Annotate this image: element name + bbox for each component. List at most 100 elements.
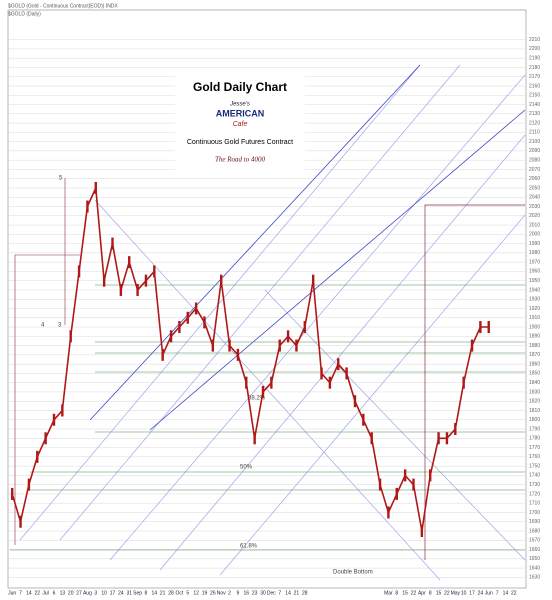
candle bbox=[395, 487, 398, 500]
x-tick-label: 26 bbox=[210, 590, 216, 596]
candle bbox=[253, 432, 256, 445]
candle bbox=[44, 432, 47, 445]
y-tick-label: 2190 bbox=[529, 56, 540, 62]
candle bbox=[27, 478, 31, 491]
y-tick-label: 1760 bbox=[529, 454, 540, 460]
x-tick-label: Apr bbox=[418, 590, 426, 596]
y-tick-label: 1930 bbox=[529, 297, 540, 303]
y-tick-label: 2100 bbox=[529, 139, 540, 145]
y-tick-label: 2030 bbox=[529, 204, 540, 210]
y-tick-label: 2200 bbox=[529, 46, 540, 52]
y-tick-label: 1830 bbox=[529, 389, 540, 395]
y-tick-label: 2000 bbox=[529, 232, 540, 238]
candle bbox=[161, 348, 164, 361]
candle bbox=[77, 265, 81, 278]
x-tick-label: Aug bbox=[83, 590, 92, 596]
annotation: Double Bottom bbox=[333, 570, 373, 576]
candle bbox=[378, 478, 382, 491]
x-tick-label: 14 bbox=[285, 590, 291, 596]
x-tick-label: Mar bbox=[384, 590, 393, 596]
x-tick-label: 10 bbox=[101, 590, 107, 596]
x-tick-label: 22 bbox=[444, 590, 450, 596]
y-tick-label: 1670 bbox=[529, 538, 540, 544]
candle bbox=[136, 283, 139, 296]
candle bbox=[194, 302, 198, 315]
x-tick-label: 7 bbox=[19, 590, 22, 596]
candle bbox=[61, 404, 64, 417]
y-tick-label: 1840 bbox=[529, 380, 540, 386]
x-tick-label: 8 bbox=[429, 590, 432, 596]
x-tick-label: 19 bbox=[202, 590, 208, 596]
wave-marks bbox=[14, 178, 80, 545]
subheader: $GOLD (Daily) bbox=[8, 11, 41, 17]
candle bbox=[144, 274, 148, 287]
candle bbox=[211, 339, 215, 352]
y-tick-label: 1640 bbox=[529, 565, 540, 571]
x-tick-label: 17 bbox=[110, 590, 116, 596]
x-tick-label: Jun bbox=[8, 590, 16, 596]
candle bbox=[169, 330, 173, 343]
y-tick-label: 2140 bbox=[529, 102, 540, 108]
logo: Jesse's bbox=[229, 102, 250, 108]
y-tick-label: 1890 bbox=[529, 334, 540, 340]
y-tick-label: 1910 bbox=[529, 315, 540, 321]
y-tick-label: 1710 bbox=[529, 501, 540, 507]
candle bbox=[437, 432, 440, 445]
y-tick-label: 2070 bbox=[529, 167, 540, 173]
candle bbox=[102, 274, 106, 287]
y-tick-label: 1800 bbox=[529, 417, 540, 423]
y-tick-label: 1790 bbox=[529, 426, 540, 432]
x-tick-label: 28 bbox=[302, 590, 308, 596]
y-tick-label: 1900 bbox=[529, 324, 540, 330]
x-tick-label: Dec bbox=[267, 590, 276, 596]
x-tick-label: Jun bbox=[485, 590, 493, 596]
x-tick-label: 14 bbox=[503, 590, 509, 596]
candle bbox=[19, 515, 22, 528]
y-tick-label: 2160 bbox=[529, 83, 540, 89]
candle bbox=[228, 339, 231, 352]
x-tick-label: 20 bbox=[68, 590, 74, 596]
y-tick-label: 1700 bbox=[529, 510, 540, 516]
candle bbox=[479, 321, 482, 334]
candle bbox=[429, 469, 432, 482]
candle bbox=[445, 432, 449, 445]
y-tick-label: 2060 bbox=[529, 176, 540, 182]
candle bbox=[52, 413, 56, 426]
x-tick-label: 15 bbox=[402, 590, 408, 596]
candle bbox=[345, 367, 348, 380]
candle bbox=[178, 321, 181, 334]
candle bbox=[10, 487, 14, 500]
candle bbox=[128, 256, 131, 269]
title-box bbox=[175, 75, 305, 170]
y-tick-label: 1940 bbox=[529, 287, 540, 293]
candle bbox=[219, 274, 223, 287]
candle bbox=[186, 311, 189, 324]
x-tick-label: 17 bbox=[469, 590, 475, 596]
y-tick-label: 1870 bbox=[529, 352, 540, 358]
x-tick-label: 22 bbox=[411, 590, 417, 596]
x-tick-label: 23 bbox=[252, 590, 258, 596]
y-tick-label: 2130 bbox=[529, 111, 540, 117]
y-tick-label: 1850 bbox=[529, 371, 540, 377]
y-tick-label: 1650 bbox=[529, 556, 540, 562]
target-line bbox=[424, 204, 525, 560]
y-tick-label: 2180 bbox=[529, 65, 540, 71]
y-tick-label: 1950 bbox=[529, 278, 540, 284]
candle bbox=[69, 330, 72, 343]
x-tick-label: 5 bbox=[186, 590, 189, 596]
annotation: 5 bbox=[59, 176, 63, 182]
y-tick-label: 1750 bbox=[529, 463, 540, 469]
candle bbox=[153, 265, 156, 278]
candle bbox=[236, 348, 240, 361]
x-tick-label: 16 bbox=[243, 590, 249, 596]
x-tick-label: 21 bbox=[160, 590, 166, 596]
chart-title: Gold Daily Chart bbox=[193, 80, 287, 94]
y-tick-label: 2210 bbox=[529, 37, 540, 43]
y-tick-label: 1990 bbox=[529, 241, 540, 247]
candle bbox=[420, 525, 424, 538]
x-tick-label: 15 bbox=[436, 590, 442, 596]
x-tick-label: 13 bbox=[60, 590, 66, 596]
y-tick-label: 1920 bbox=[529, 306, 540, 312]
x-tick-label: 7 bbox=[496, 590, 499, 596]
y-tick-label: 1810 bbox=[529, 408, 540, 414]
